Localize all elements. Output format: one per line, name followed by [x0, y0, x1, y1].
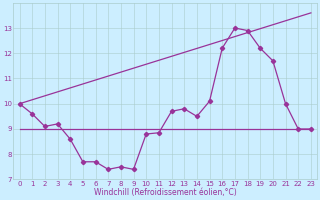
X-axis label: Windchill (Refroidissement éolien,°C): Windchill (Refroidissement éolien,°C): [94, 188, 236, 197]
